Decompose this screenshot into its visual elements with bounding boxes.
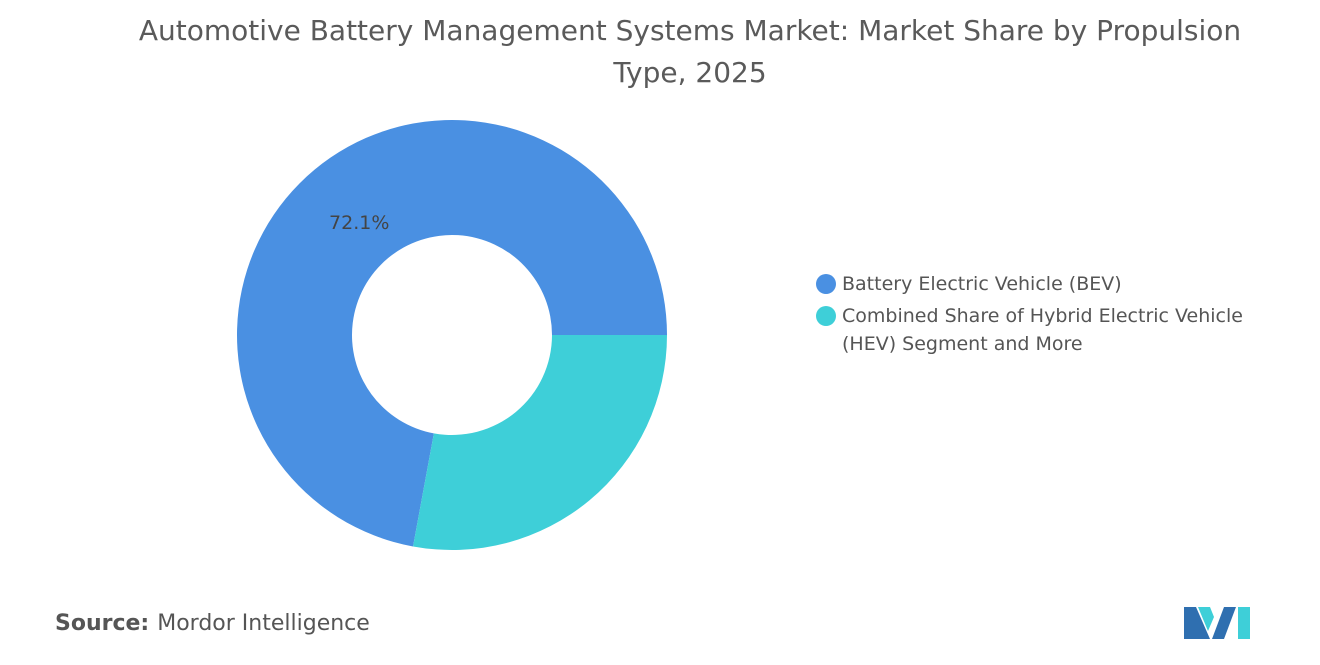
donut-slice [237, 120, 667, 547]
legend-label: Battery Electric Vehicle (BEV) [842, 273, 1122, 295]
legend: Battery Electric Vehicle (BEV) Combined S… [812, 270, 1282, 362]
legend-marker [816, 274, 836, 294]
legend-item: Battery Electric Vehicle (BEV) [812, 270, 1282, 298]
legend-item: Combined Share of Hybrid Electric Vehicl… [812, 302, 1282, 358]
donut-slice [413, 335, 667, 550]
source: Source: Mordor Intelligence [55, 611, 370, 636]
source-text: Mordor Intelligence [157, 611, 370, 636]
value-label: 72.1% [329, 212, 389, 234]
logo [1184, 607, 1250, 639]
chart: 72.1% [237, 120, 667, 550]
legend-label: Combined Share of Hybrid Electric Vehicl… [842, 305, 1243, 355]
source-label: Source: [55, 611, 150, 636]
chart-title: Automotive Battery Management Systems Ma… [138, 14, 1242, 89]
legend-marker [816, 306, 836, 326]
